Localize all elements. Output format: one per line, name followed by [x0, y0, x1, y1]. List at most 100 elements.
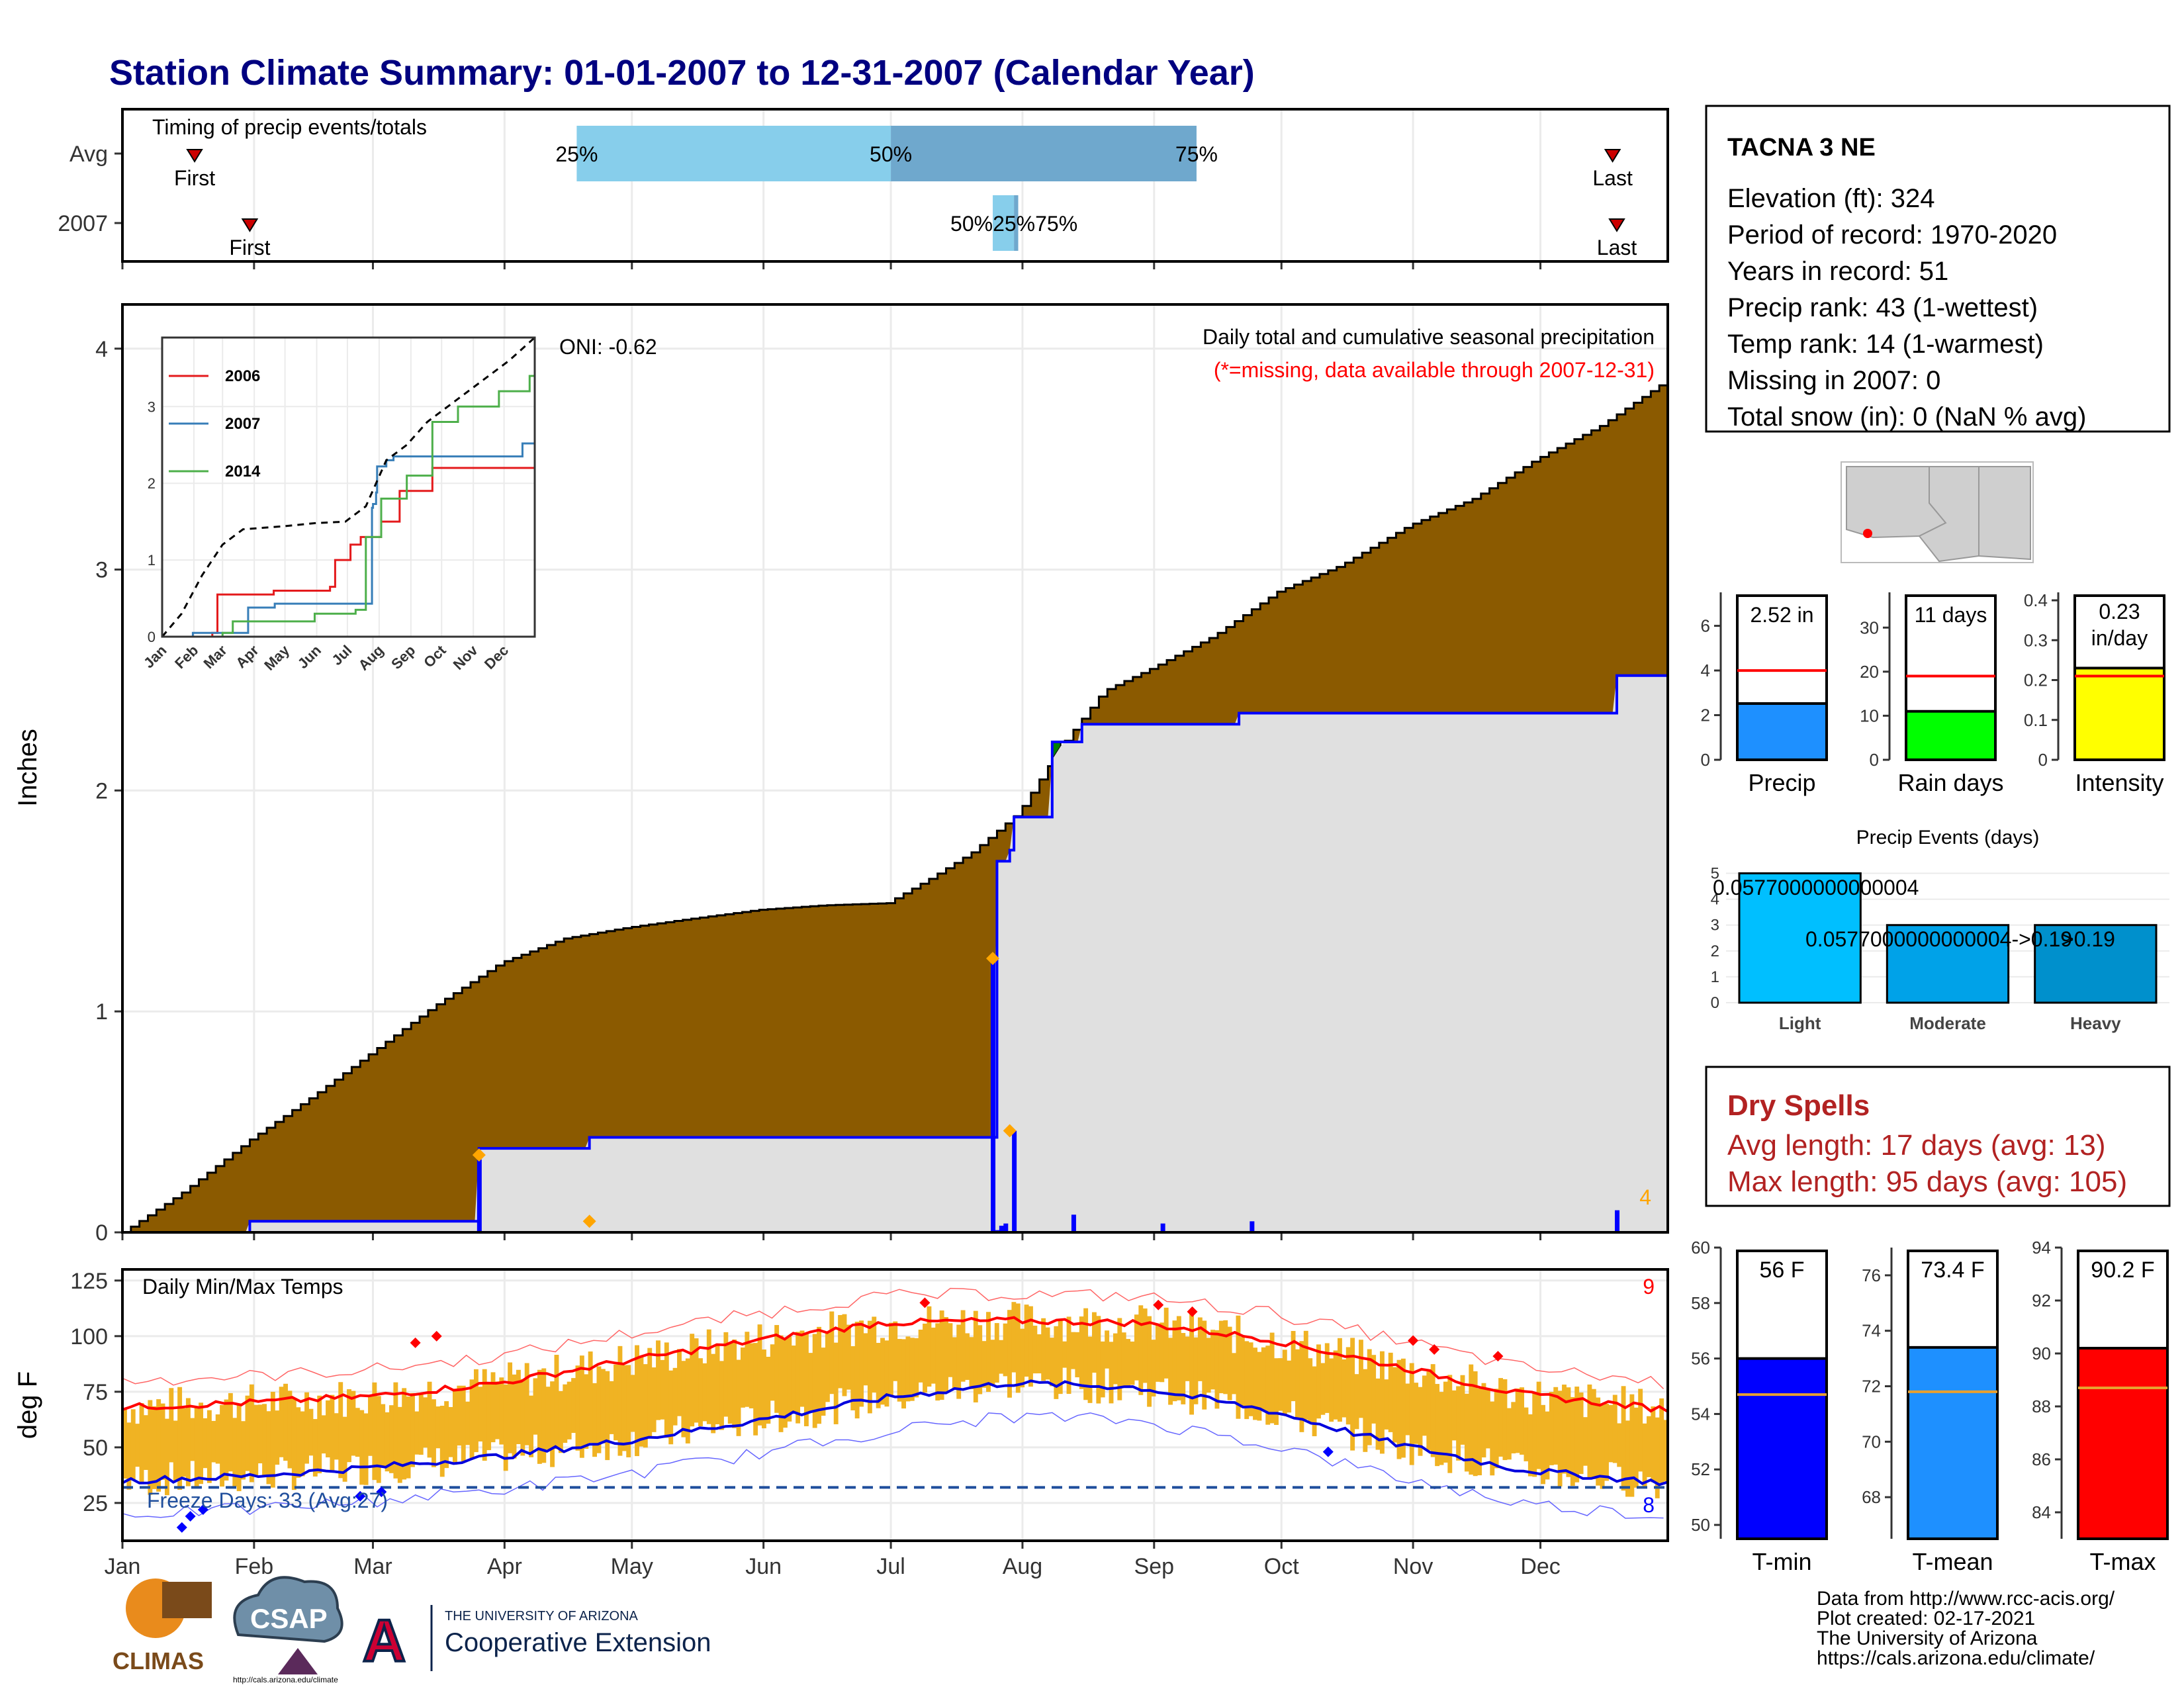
daily-temp-bar — [160, 1403, 165, 1480]
daily-temp-bar — [1066, 1316, 1071, 1394]
record-high-marker — [1492, 1351, 1504, 1362]
daily-temp-bar — [588, 1351, 593, 1443]
daily-temp-bar — [1384, 1379, 1389, 1430]
daily-temp-bar — [893, 1321, 898, 1381]
last-marker — [1604, 149, 1621, 163]
events-title: Precip Events (days) — [1856, 827, 2040, 848]
daily-temp-bar — [1363, 1369, 1368, 1452]
daily-temp-bar — [1113, 1333, 1118, 1385]
daily-precip-bar — [1071, 1214, 1076, 1232]
page-title: Station Climate Summary: 01-01-2007 to 1… — [109, 53, 1255, 93]
daily-temp-bar — [626, 1365, 631, 1457]
events-y-tick-label: 4 — [1711, 891, 1719, 909]
daily-temp-bar — [1578, 1392, 1584, 1475]
daily-temp-bar — [944, 1317, 948, 1393]
station-location-dot — [1863, 529, 1872, 538]
daily-temp-bar — [1400, 1358, 1406, 1458]
daily-temp-bar — [999, 1340, 1004, 1374]
daily-temp-bar — [545, 1387, 551, 1450]
location-map — [1841, 461, 2034, 563]
daily-temp-bar — [842, 1314, 847, 1396]
daily-temp-bar — [486, 1384, 492, 1451]
panel-y-tick-label: 54 — [1691, 1404, 1710, 1424]
daily-temp-bar — [1447, 1375, 1453, 1473]
panel-y-tick-label: 20 — [1860, 662, 1879, 682]
daily-temp-bar — [1134, 1314, 1139, 1381]
daily-temp-bar — [719, 1361, 724, 1430]
daily-temp-bar — [803, 1334, 809, 1426]
csap-logo-text: CSAP — [250, 1603, 328, 1634]
daily-temp-bar — [850, 1346, 856, 1410]
panel-y-tick-label: 56 — [1691, 1349, 1710, 1369]
timing-frame — [121, 108, 1669, 263]
daily-temp-bar — [342, 1416, 347, 1482]
temps-x-tick-label: Aug — [1003, 1554, 1043, 1579]
daily-temp-bar — [1050, 1338, 1054, 1387]
inset-bg — [162, 338, 535, 637]
daily-temp-bar — [427, 1381, 432, 1458]
daily-temp-bar — [355, 1408, 360, 1457]
daily-temp-bar — [537, 1369, 542, 1464]
daily-temp-bar — [635, 1345, 639, 1457]
precip-y-tick-label: 2 — [95, 778, 108, 803]
daily-temp-bar — [1126, 1339, 1131, 1387]
temps-x-tick-label: Feb — [235, 1554, 274, 1579]
daily-temp-bar — [1464, 1393, 1469, 1472]
daily-temp-bar — [1638, 1389, 1643, 1472]
daily-temp-bar — [270, 1391, 275, 1488]
panel-y-tick-label: 0.1 — [2024, 710, 2048, 730]
daily-temp-bar — [1642, 1423, 1647, 1488]
daily-temp-bar — [414, 1411, 420, 1455]
daily-temp-bar — [1511, 1402, 1516, 1453]
timing-p25-label: 25% — [555, 142, 598, 166]
precip-chart-subtitle: (*=missing, data available through 2007-… — [1214, 358, 1655, 382]
daily-temp-bar — [1659, 1398, 1664, 1483]
daily-temp-bar — [1011, 1302, 1017, 1373]
ua-logo: A THE UNIVERSITY OF ARIZONA Cooperative … — [361, 1605, 711, 1676]
timing-bar-q1 — [576, 126, 891, 181]
panel-y-tick-label: 50 — [1691, 1515, 1710, 1535]
avg-min-line — [122, 1379, 1668, 1486]
station-info-line: Years in record: 51 — [1727, 257, 1948, 286]
daily-precip-marker — [472, 1148, 486, 1162]
precip-frame — [121, 303, 1669, 1234]
daily-temp-bar — [1549, 1391, 1554, 1465]
record-low-marker — [185, 1511, 196, 1522]
daily-temp-bar — [1379, 1351, 1385, 1454]
daily-temp-bar — [1371, 1355, 1377, 1424]
dry-spells-max: Max length: 95 days (avg: 105) — [1727, 1165, 2127, 1198]
daily-temp-bar — [220, 1404, 225, 1487]
daily-temp-bar — [1160, 1322, 1165, 1383]
panel-y-tick-label: 60 — [1691, 1238, 1710, 1257]
record-low-marker — [197, 1504, 208, 1515]
station-info-line: Period of record: 1970-2020 — [1727, 220, 2057, 250]
daily-temp-bar — [181, 1408, 187, 1477]
panel-y-tick-label: 0 — [2038, 750, 2048, 770]
station-info-line: Missing in 2007: 0 — [1727, 366, 1940, 395]
daily-temp-bar — [245, 1395, 250, 1471]
daily-temp-bar — [1587, 1384, 1592, 1480]
daily-temp-bar — [1257, 1351, 1262, 1421]
timing-row-label: Avg — [69, 142, 108, 167]
daily-temp-bar — [1359, 1340, 1363, 1418]
inset-legend-label: 2014 — [225, 463, 261, 480]
daily-temp-bar — [363, 1413, 369, 1485]
panel-y-tick-label: 68 — [1862, 1487, 1881, 1507]
daily-temp-bar — [1524, 1407, 1529, 1461]
daily-temp-bar — [126, 1422, 132, 1490]
daily-temp-bar — [397, 1406, 402, 1483]
daily-temp-bar — [872, 1316, 877, 1393]
record-high-marker — [410, 1337, 421, 1348]
daily-temp-bar — [694, 1338, 699, 1423]
daily-temp-bar — [677, 1349, 682, 1416]
daily-temp-bar — [956, 1324, 962, 1399]
events-bar — [1738, 872, 1862, 1004]
temps-x-tick-label: Oct — [1264, 1554, 1299, 1579]
panel-y-tick-label: 2 — [1701, 706, 1710, 725]
daily-temp-bar — [1024, 1304, 1029, 1377]
record-high-marker — [431, 1330, 442, 1342]
daily-temp-bar — [249, 1384, 254, 1483]
daily-temp-bar — [190, 1418, 195, 1461]
daily-temp-bar — [478, 1387, 483, 1441]
